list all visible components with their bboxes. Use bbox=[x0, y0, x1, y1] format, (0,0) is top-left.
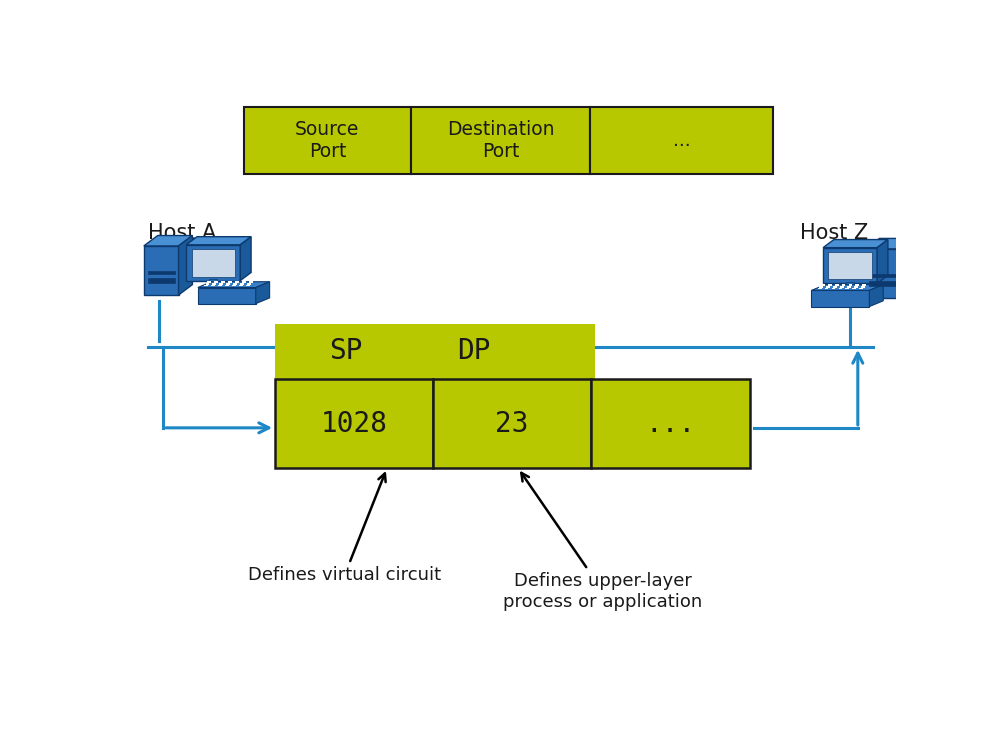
Bar bbox=[212, 283, 216, 284]
Polygon shape bbox=[877, 239, 887, 284]
Bar bbox=[866, 249, 900, 298]
Bar bbox=[823, 248, 877, 284]
Text: Host A: Host A bbox=[147, 223, 216, 243]
Bar bbox=[839, 287, 843, 290]
Bar bbox=[846, 287, 850, 290]
Bar bbox=[191, 249, 235, 277]
Bar bbox=[870, 281, 896, 286]
Bar bbox=[833, 286, 837, 287]
Text: ...: ... bbox=[645, 410, 695, 437]
Bar bbox=[410, 107, 591, 174]
Bar bbox=[849, 284, 853, 286]
Bar bbox=[247, 283, 251, 284]
Text: 23: 23 bbox=[495, 410, 529, 437]
Bar bbox=[856, 284, 860, 286]
Text: Defines upper-layer
process or application: Defines upper-layer process or applicati… bbox=[503, 472, 703, 611]
Bar bbox=[221, 281, 225, 283]
Text: SP: SP bbox=[329, 338, 363, 365]
Bar bbox=[147, 271, 174, 274]
Polygon shape bbox=[256, 282, 270, 304]
Bar bbox=[244, 107, 410, 174]
Polygon shape bbox=[186, 237, 251, 244]
Bar bbox=[826, 286, 830, 287]
Bar bbox=[825, 287, 829, 290]
Bar bbox=[218, 284, 222, 286]
Bar bbox=[275, 379, 433, 468]
Polygon shape bbox=[143, 236, 192, 246]
Bar bbox=[821, 284, 825, 286]
Bar bbox=[246, 284, 250, 286]
Bar bbox=[235, 281, 239, 283]
Polygon shape bbox=[240, 237, 251, 280]
Text: Source
Port: Source Port bbox=[295, 120, 360, 161]
Bar bbox=[233, 283, 237, 284]
Text: DP: DP bbox=[457, 338, 490, 365]
Bar bbox=[143, 246, 178, 295]
Bar bbox=[854, 286, 858, 287]
Bar bbox=[275, 324, 596, 379]
Bar bbox=[205, 283, 209, 284]
Bar bbox=[812, 290, 870, 307]
Bar bbox=[835, 284, 839, 286]
Polygon shape bbox=[178, 236, 192, 295]
Bar bbox=[186, 244, 240, 280]
Bar bbox=[226, 283, 230, 284]
Polygon shape bbox=[823, 239, 887, 248]
Bar bbox=[860, 287, 864, 290]
Text: 1028: 1028 bbox=[321, 410, 387, 437]
Bar bbox=[592, 379, 750, 468]
Bar bbox=[228, 281, 232, 283]
Bar bbox=[239, 284, 243, 286]
Bar bbox=[249, 281, 253, 283]
Bar bbox=[818, 287, 822, 290]
Bar bbox=[225, 284, 229, 286]
Bar bbox=[240, 283, 244, 284]
Bar bbox=[147, 278, 174, 283]
Bar bbox=[828, 284, 832, 286]
Bar bbox=[209, 280, 217, 287]
Bar bbox=[842, 284, 846, 286]
Polygon shape bbox=[812, 284, 883, 290]
Text: Destination
Port: Destination Port bbox=[447, 120, 555, 161]
Bar bbox=[198, 287, 256, 304]
Bar bbox=[207, 281, 211, 283]
Polygon shape bbox=[866, 238, 914, 249]
Bar bbox=[832, 287, 836, 290]
Polygon shape bbox=[870, 284, 883, 307]
Bar bbox=[219, 283, 223, 284]
Bar bbox=[820, 286, 823, 287]
Polygon shape bbox=[900, 238, 914, 298]
Bar bbox=[863, 284, 867, 286]
Bar bbox=[847, 286, 851, 287]
Text: Host Z: Host Z bbox=[800, 223, 869, 243]
Bar bbox=[870, 274, 896, 277]
Bar bbox=[853, 287, 857, 290]
Bar bbox=[847, 282, 854, 290]
Bar bbox=[211, 284, 215, 286]
Bar bbox=[242, 281, 246, 283]
Bar bbox=[204, 284, 208, 286]
Text: ...: ... bbox=[673, 131, 690, 150]
Bar bbox=[591, 107, 773, 174]
Bar bbox=[861, 286, 865, 287]
Bar bbox=[433, 379, 592, 468]
Bar bbox=[232, 284, 236, 286]
Bar bbox=[214, 281, 218, 283]
Bar bbox=[840, 286, 844, 287]
Polygon shape bbox=[198, 282, 270, 287]
Bar bbox=[829, 252, 872, 280]
Text: Defines virtual circuit: Defines virtual circuit bbox=[248, 473, 441, 584]
